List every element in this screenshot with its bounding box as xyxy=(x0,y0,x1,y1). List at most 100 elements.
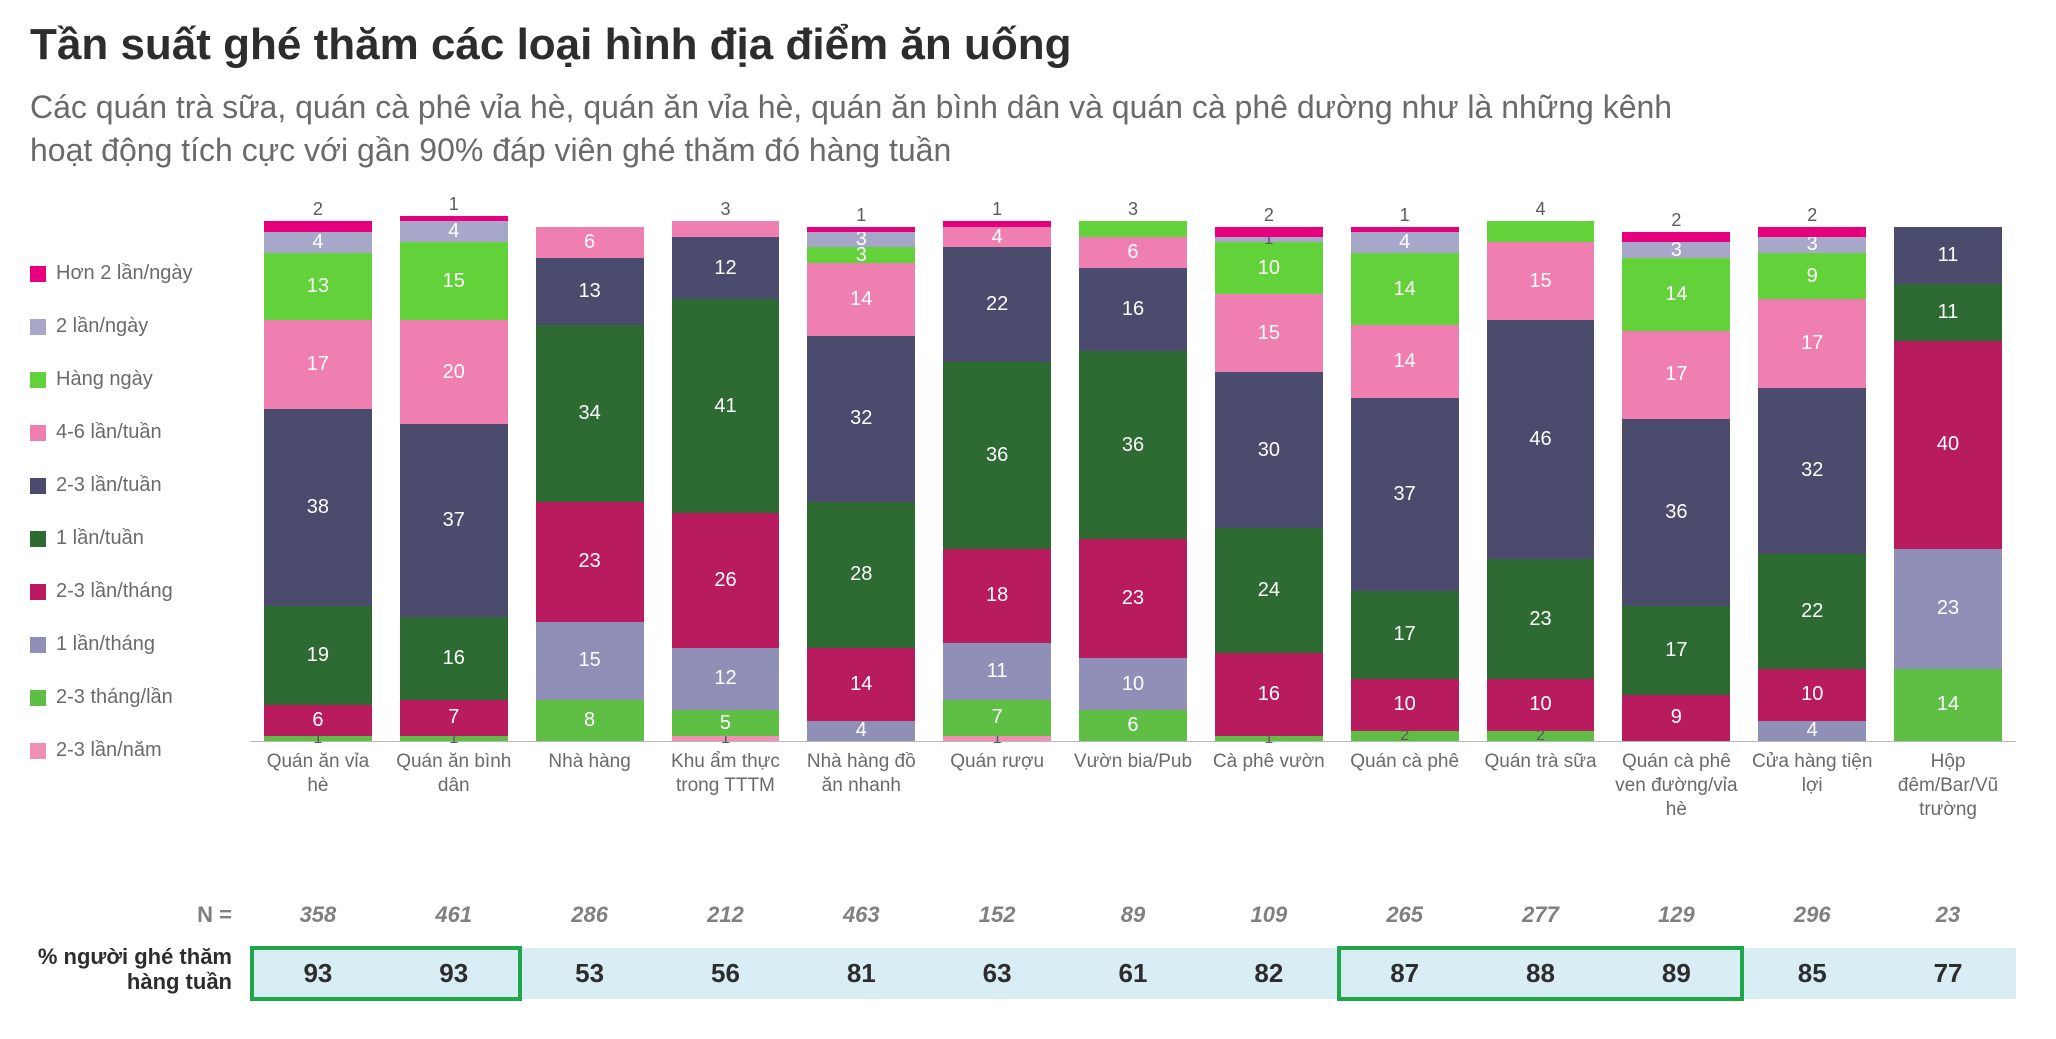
bar-segment: 14 xyxy=(1894,669,2002,742)
legend-swatch xyxy=(30,637,46,653)
legend-swatch xyxy=(30,266,46,282)
legend-label: Hàng ngày xyxy=(56,368,153,391)
bar-segment: 17 xyxy=(264,320,372,408)
segment-value: 17 xyxy=(1394,623,1416,646)
bar-segment: 14 xyxy=(1351,253,1459,326)
bar-segment: 3 xyxy=(672,221,780,237)
bar-segment: 17 xyxy=(1758,299,1866,387)
n-value: 152 xyxy=(929,902,1065,928)
bar-segment: 4 xyxy=(400,221,508,242)
bar-segment: 2 xyxy=(1487,731,1595,741)
segment-value: 4 xyxy=(992,226,1003,249)
segment-value: 12 xyxy=(714,667,736,690)
segment-value: 1 xyxy=(1400,205,1410,226)
segment-value: 4 xyxy=(312,231,323,254)
segment-value: 16 xyxy=(1258,683,1280,706)
bar-segment: 4 xyxy=(807,721,915,742)
category-label: Hộp đêm/Bar/Vũ trường xyxy=(1880,750,2016,821)
n-value: 286 xyxy=(522,902,658,928)
n-value: 109 xyxy=(1201,902,1337,928)
segment-value: 37 xyxy=(443,509,465,532)
bar-segment: 1 xyxy=(1215,736,1323,741)
segment-value: 12 xyxy=(714,257,736,280)
pct-value: 77 xyxy=(1880,948,2016,999)
legend-item: 2-3 lần/năm xyxy=(30,739,250,762)
segment-value: 3 xyxy=(720,199,730,220)
legend-swatch xyxy=(30,743,46,759)
bar-column: 91736171432 xyxy=(1608,232,1744,742)
bar-segment: 11 xyxy=(1894,227,2002,284)
segment-value: 11 xyxy=(1938,301,1959,324)
segment-value: 23 xyxy=(578,550,600,573)
segment-value: 13 xyxy=(578,280,600,303)
bar-column: 2101737141441 xyxy=(1337,227,1473,742)
legend-swatch xyxy=(30,425,46,441)
bar-segment: 15 xyxy=(1487,242,1595,320)
bar-segment: 28 xyxy=(807,502,915,648)
bar-segment: 15 xyxy=(400,242,508,320)
bar-segment: 4 xyxy=(1758,721,1866,742)
segment-value: 4 xyxy=(1399,231,1410,254)
segment-value: 36 xyxy=(1122,434,1144,457)
segment-value: 1 xyxy=(992,199,1002,220)
legend-item: 2-3 lần/tuần xyxy=(30,474,250,497)
bar-segment: 32 xyxy=(1758,388,1866,554)
segment-value: 4 xyxy=(448,220,459,243)
category-label: Quán cà phê ven đường/vỉa hè xyxy=(1608,750,1744,821)
segment-value: 5 xyxy=(720,712,731,735)
legend-swatch xyxy=(30,319,46,335)
segment-value: 40 xyxy=(1937,433,1959,456)
bar-segment: 4 xyxy=(1487,221,1595,242)
segment-value: 3 xyxy=(1128,199,1138,220)
bar-segment: 6 xyxy=(1079,710,1187,741)
bar-segment: 3 xyxy=(1079,221,1187,237)
pct-value: 56 xyxy=(658,948,794,999)
pct-value: 82 xyxy=(1201,948,1337,999)
n-value: 358 xyxy=(250,902,386,928)
bar-segment: 12 xyxy=(672,237,780,299)
bar-segment: 38 xyxy=(264,409,372,607)
pct-value: 93 xyxy=(250,948,386,999)
bar-segment: 20 xyxy=(400,320,508,424)
bar-segment: 16 xyxy=(1079,268,1187,351)
segment-value: 15 xyxy=(1258,322,1280,345)
bar-segment: 3 xyxy=(807,232,915,248)
chart-title: Tần suất ghé thăm các loại hình địa điểm… xyxy=(30,20,2016,70)
bar-segment: 11 xyxy=(943,643,1051,700)
n-row: 3584612862124631528910926527712929623 xyxy=(250,892,2016,938)
segment-value: 32 xyxy=(850,407,872,430)
bar-column: 171118362241 xyxy=(929,221,1065,741)
legend-swatch xyxy=(30,531,46,547)
bar-segment: 14 xyxy=(807,648,915,721)
bar-segment: 22 xyxy=(943,247,1051,361)
bar-segment: 23 xyxy=(1079,539,1187,659)
segment-value: 1 xyxy=(449,194,459,215)
category-label: Vườn bia/Pub xyxy=(1065,750,1201,821)
bar-segment: 17 xyxy=(1622,606,1730,694)
segment-value: 24 xyxy=(1258,579,1280,602)
bar-segment: 1 xyxy=(1351,227,1459,232)
segment-value: 10 xyxy=(1394,693,1416,716)
category-label: Quán rượu xyxy=(929,750,1065,821)
segment-value: 1 xyxy=(856,205,866,226)
segment-value: 6 xyxy=(1127,714,1138,737)
bar-segment: 2 xyxy=(1215,227,1323,237)
bar-segment: 3 xyxy=(1758,237,1866,253)
legend-label: 2-3 tháng/lần xyxy=(56,686,173,709)
segment-value: 11 xyxy=(987,660,1008,683)
segment-value: 19 xyxy=(307,644,329,667)
category-label: Cà phê vườn xyxy=(1201,750,1337,821)
segment-value: 4 xyxy=(1536,199,1546,220)
category-label: Khu ẩm thực trong TTTM xyxy=(658,750,794,821)
bar-segment: 1 xyxy=(943,736,1051,741)
segment-value: 23 xyxy=(1122,587,1144,610)
segment-value: 17 xyxy=(1665,639,1687,662)
segment-value: 14 xyxy=(1394,278,1416,301)
segment-value: 30 xyxy=(1258,439,1280,462)
segment-value: 7 xyxy=(992,706,1003,729)
bar-segment: 2 xyxy=(1758,227,1866,237)
bar-segment: 13 xyxy=(536,258,644,326)
n-row-label: N = xyxy=(30,892,232,938)
bar-segment: 15 xyxy=(536,622,644,700)
category-axis: Quán ăn vỉa hèQuán ăn bình dânNhà hàngKh… xyxy=(250,750,2016,821)
